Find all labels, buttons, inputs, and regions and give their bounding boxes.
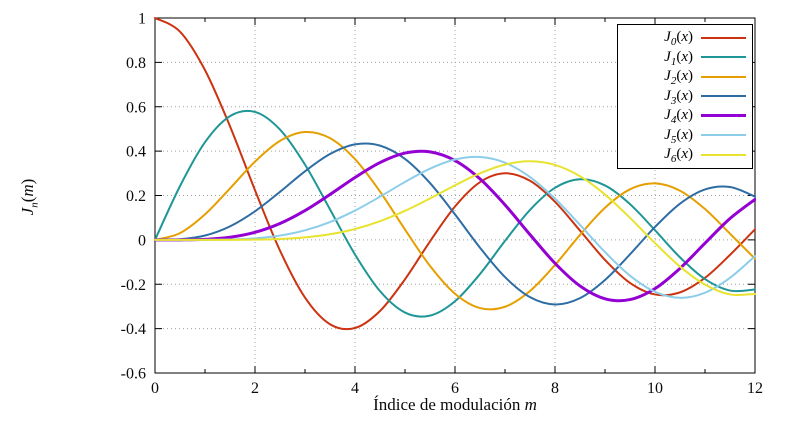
y-tick-label: 1 (138, 11, 146, 28)
series-group (154, 17, 756, 331)
plot-border (154, 17, 756, 374)
legend-line-sample (701, 134, 746, 137)
series-path-j3 (154, 142, 756, 306)
legend-line-sample (701, 75, 746, 78)
series-path-j6 (154, 160, 756, 297)
legend-item-j0: J0(x) (618, 28, 752, 48)
y-axis-title-close-paren: ) (18, 178, 37, 185)
legend-line-sample (701, 36, 746, 39)
legend-line-sample (701, 114, 746, 118)
legend-item-j6: J6(x) (618, 145, 752, 165)
legend-line-sample (701, 95, 746, 98)
legend: J0(x) J1(x) J2(x) J3(x) J4(x) J5(x) J6(x) (617, 24, 753, 169)
x-axis-title: Índice de modulación m (155, 395, 755, 415)
legend-label: J6(x) (664, 146, 693, 166)
x-tick-label: 8 (551, 380, 559, 397)
legend-label: J1(x) (664, 48, 693, 68)
x-tick-label: 4 (351, 380, 359, 397)
legend-item-j4: J4(x) (618, 106, 752, 126)
legend-item-j2: J2(x) (618, 67, 752, 87)
x-axis-title-var: m (524, 395, 537, 414)
legend-label: J0(x) (664, 29, 693, 49)
y-axis-title-open-paren: ( (18, 196, 37, 203)
series-path-j5 (154, 155, 756, 299)
legend-item-j5: J5(x) (618, 126, 752, 146)
legend-label: J3(x) (664, 87, 693, 107)
series-path-j1 (154, 109, 756, 318)
series-path-j0 (154, 17, 756, 331)
y-tick-label: 0.6 (126, 99, 146, 116)
y-tick-label: 0.4 (126, 144, 146, 161)
legend-label: J2(x) (664, 68, 693, 88)
y-tick-label: 0 (138, 232, 146, 249)
y-axis-title-var: m (18, 184, 37, 197)
y-tick-label: -0.2 (121, 277, 146, 294)
legend-item-j3: J3(x) (618, 87, 752, 107)
legend-item-j1: J1(x) (618, 48, 752, 68)
legend-line-sample (701, 56, 746, 59)
y-tick-label: -0.6 (121, 366, 146, 383)
y-axis-title: Jn(m) (18, 166, 40, 228)
x-tick-label: 2 (251, 380, 259, 397)
x-tick-label: 6 (451, 380, 459, 397)
y-axis-title-base: J (18, 207, 37, 216)
series-path-j2 (154, 130, 756, 311)
x-axis-title-text: Índice de modulación (373, 395, 521, 414)
legend-label: J4(x) (664, 107, 693, 127)
legend-line-sample (701, 153, 746, 156)
y-tick-label: 0.2 (126, 188, 146, 205)
x-tick-label: 0 (151, 380, 159, 397)
x-tick-label: 10 (647, 380, 663, 397)
y-axis-title-sub: n (28, 202, 41, 208)
y-tick-label: 0.8 (126, 55, 146, 72)
x-tick-label: 12 (747, 380, 763, 397)
y-tick-label: -0.4 (121, 321, 146, 338)
legend-label: J5(x) (664, 126, 693, 146)
